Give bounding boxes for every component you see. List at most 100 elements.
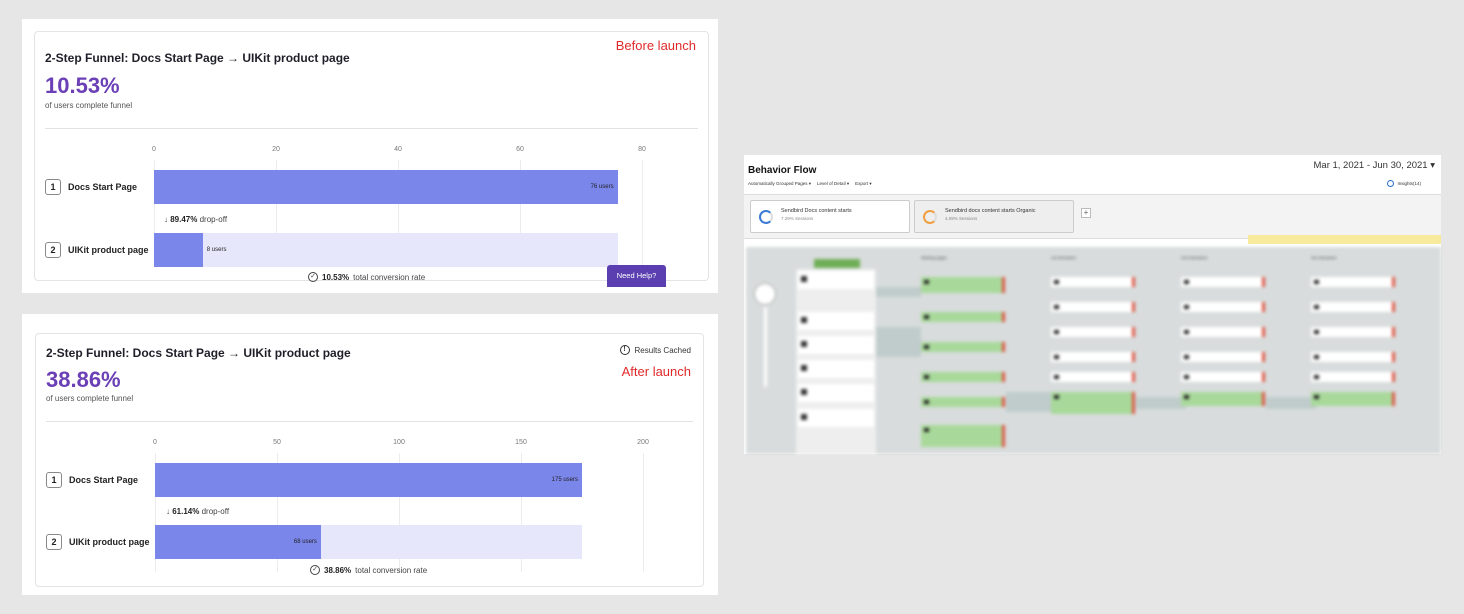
flow-node[interactable] [1311,372,1395,382]
flow-node[interactable] [921,425,1005,447]
flow-node[interactable] [1181,277,1265,287]
insights-button[interactable]: Insights(14) [1387,180,1421,187]
segment-card[interactable]: Sendbird Docs content starts 7.29% Sessi… [750,200,910,233]
insights-icon [1387,180,1395,187]
flow-node[interactable] [1311,327,1395,337]
flow-node[interactable] [1051,372,1135,382]
dropoff-label: ↓ 89.47% drop-off [164,215,228,224]
flow-node[interactable] [1051,302,1135,312]
flow-node[interactable] [1181,302,1265,312]
export-dropdown[interactable]: Export ▾ [855,181,872,186]
total-conversion: ✓ 38.86% total conversion rate [310,565,427,575]
flow-node[interactable] [1311,277,1395,287]
gridline [276,160,277,266]
step-1-users: 175 users [551,477,578,483]
level-of-detail-dropdown[interactable]: Level of Detail ▾ [817,181,850,186]
gridline [398,160,399,266]
flow-band [876,327,921,357]
flow-node[interactable] [1181,352,1265,362]
funnel-subtitle: of users complete funnel [45,101,133,110]
zoom-slider[interactable] [764,307,767,387]
gridline [399,453,400,572]
flow-node[interactable] [1051,277,1135,287]
funnel-title: 2-Step Funnel: Docs Start Page → UIKit p… [46,346,351,360]
behavior-flow-panel: Behavior Flow Mar 1, 2021 - Jun 30, 2021… [744,155,1441,454]
step-2-label: 2 UIKit product page [45,242,149,258]
date-range-text: Mar 1, 2021 - Jun 30, 2021 [1313,160,1428,171]
flow-node[interactable] [1311,392,1395,406]
need-help-button[interactable]: Need Help? [607,265,666,287]
flow-node[interactable] [1051,352,1135,362]
behavior-flow-title: Behavior Flow [748,165,817,176]
gridline [643,453,644,572]
list-item[interactable] [798,312,874,330]
funnel-card: 2-Step Funnel: Docs Start Page → UIKit p… [34,31,709,282]
column-header: 3rd Interaction [1311,255,1337,260]
segment-name: Sendbird docs content starts Organic [945,208,1036,214]
results-cached-status: ! Results Cached [619,345,691,355]
step-number: 1 [45,179,61,195]
conversion-pct: 38.86% [324,565,352,575]
segment-donut-icon [923,210,937,224]
date-range-selector[interactable]: Mar 1, 2021 - Jun 30, 2021 ▾ [1313,160,1436,171]
flow-node[interactable] [921,312,1005,322]
sampling-notice [1248,235,1441,244]
flow-node[interactable] [1311,302,1395,312]
axis-tick-label: 60 [516,146,524,153]
dropoff-text: drop-off [201,507,230,516]
landing-page-selector[interactable] [814,259,860,268]
step-name: Docs Start Page [68,182,138,192]
flow-band [1266,397,1316,409]
axis-tick-label: 100 [393,439,405,446]
axis-tick-label: 80 [638,146,646,153]
funnel-subtitle: of users complete funnel [46,394,134,403]
funnel-conversion: 38.86% [46,367,121,392]
flow-node[interactable] [1181,392,1265,406]
flow-node[interactable] [921,342,1005,352]
conversion-text: total conversion rate [355,565,428,575]
flow-node[interactable] [921,277,1005,293]
annotation-after-launch: After launch [621,364,691,379]
list-item[interactable] [798,409,874,427]
flow-band [1136,397,1186,409]
flow-node[interactable] [1051,327,1135,337]
list-item[interactable] [798,384,874,402]
axis-tick-label: 40 [394,146,402,153]
step-number: 2 [46,534,62,550]
annotation-before-launch: Before launch [615,38,696,53]
step-1-label: 1 Docs Start Page [45,179,137,195]
step-2-users: 68 users [293,539,317,545]
segment-card[interactable]: Sendbird docs content starts Organic 4.0… [914,200,1074,233]
list-item[interactable] [798,271,874,289]
list-item[interactable] [798,336,874,354]
list-item[interactable] [798,360,874,378]
axis-tick-label: 50 [273,439,281,446]
add-segment-button[interactable]: + [1081,208,1091,218]
check-circle-icon: ✓ [310,565,320,575]
flow-band [876,287,921,297]
cache-status-text: Results Cached [634,345,691,355]
zoom-control[interactable] [754,283,776,305]
conversion-text: total conversion rate [353,272,426,282]
step-2-bar[interactable] [154,233,203,267]
axis-tick-label: 0 [153,439,157,446]
step-1-bar[interactable] [155,463,582,497]
flow-node[interactable] [1181,327,1265,337]
check-circle-icon: ✓ [308,272,318,282]
gridline [154,160,155,266]
step-1-bar[interactable] [154,170,618,204]
flow-node[interactable] [1051,392,1135,414]
flow-node[interactable] [921,372,1005,382]
segment-sessions: 7.29% Sessions [781,216,814,221]
insights-label: Insights(14) [1397,181,1421,186]
gridline [277,453,278,572]
step-2-bar[interactable] [155,525,321,559]
gridline [521,453,522,572]
flow-node[interactable] [1181,372,1265,382]
flow-node[interactable] [1311,352,1395,362]
dropoff-label: ↓ 61.14% drop-off [166,507,230,516]
divider [46,421,693,422]
gridline [155,453,156,572]
grouped-pages-dropdown[interactable]: Automatically Grouped Pages ▾ [748,181,812,186]
flow-node[interactable] [921,397,1005,407]
